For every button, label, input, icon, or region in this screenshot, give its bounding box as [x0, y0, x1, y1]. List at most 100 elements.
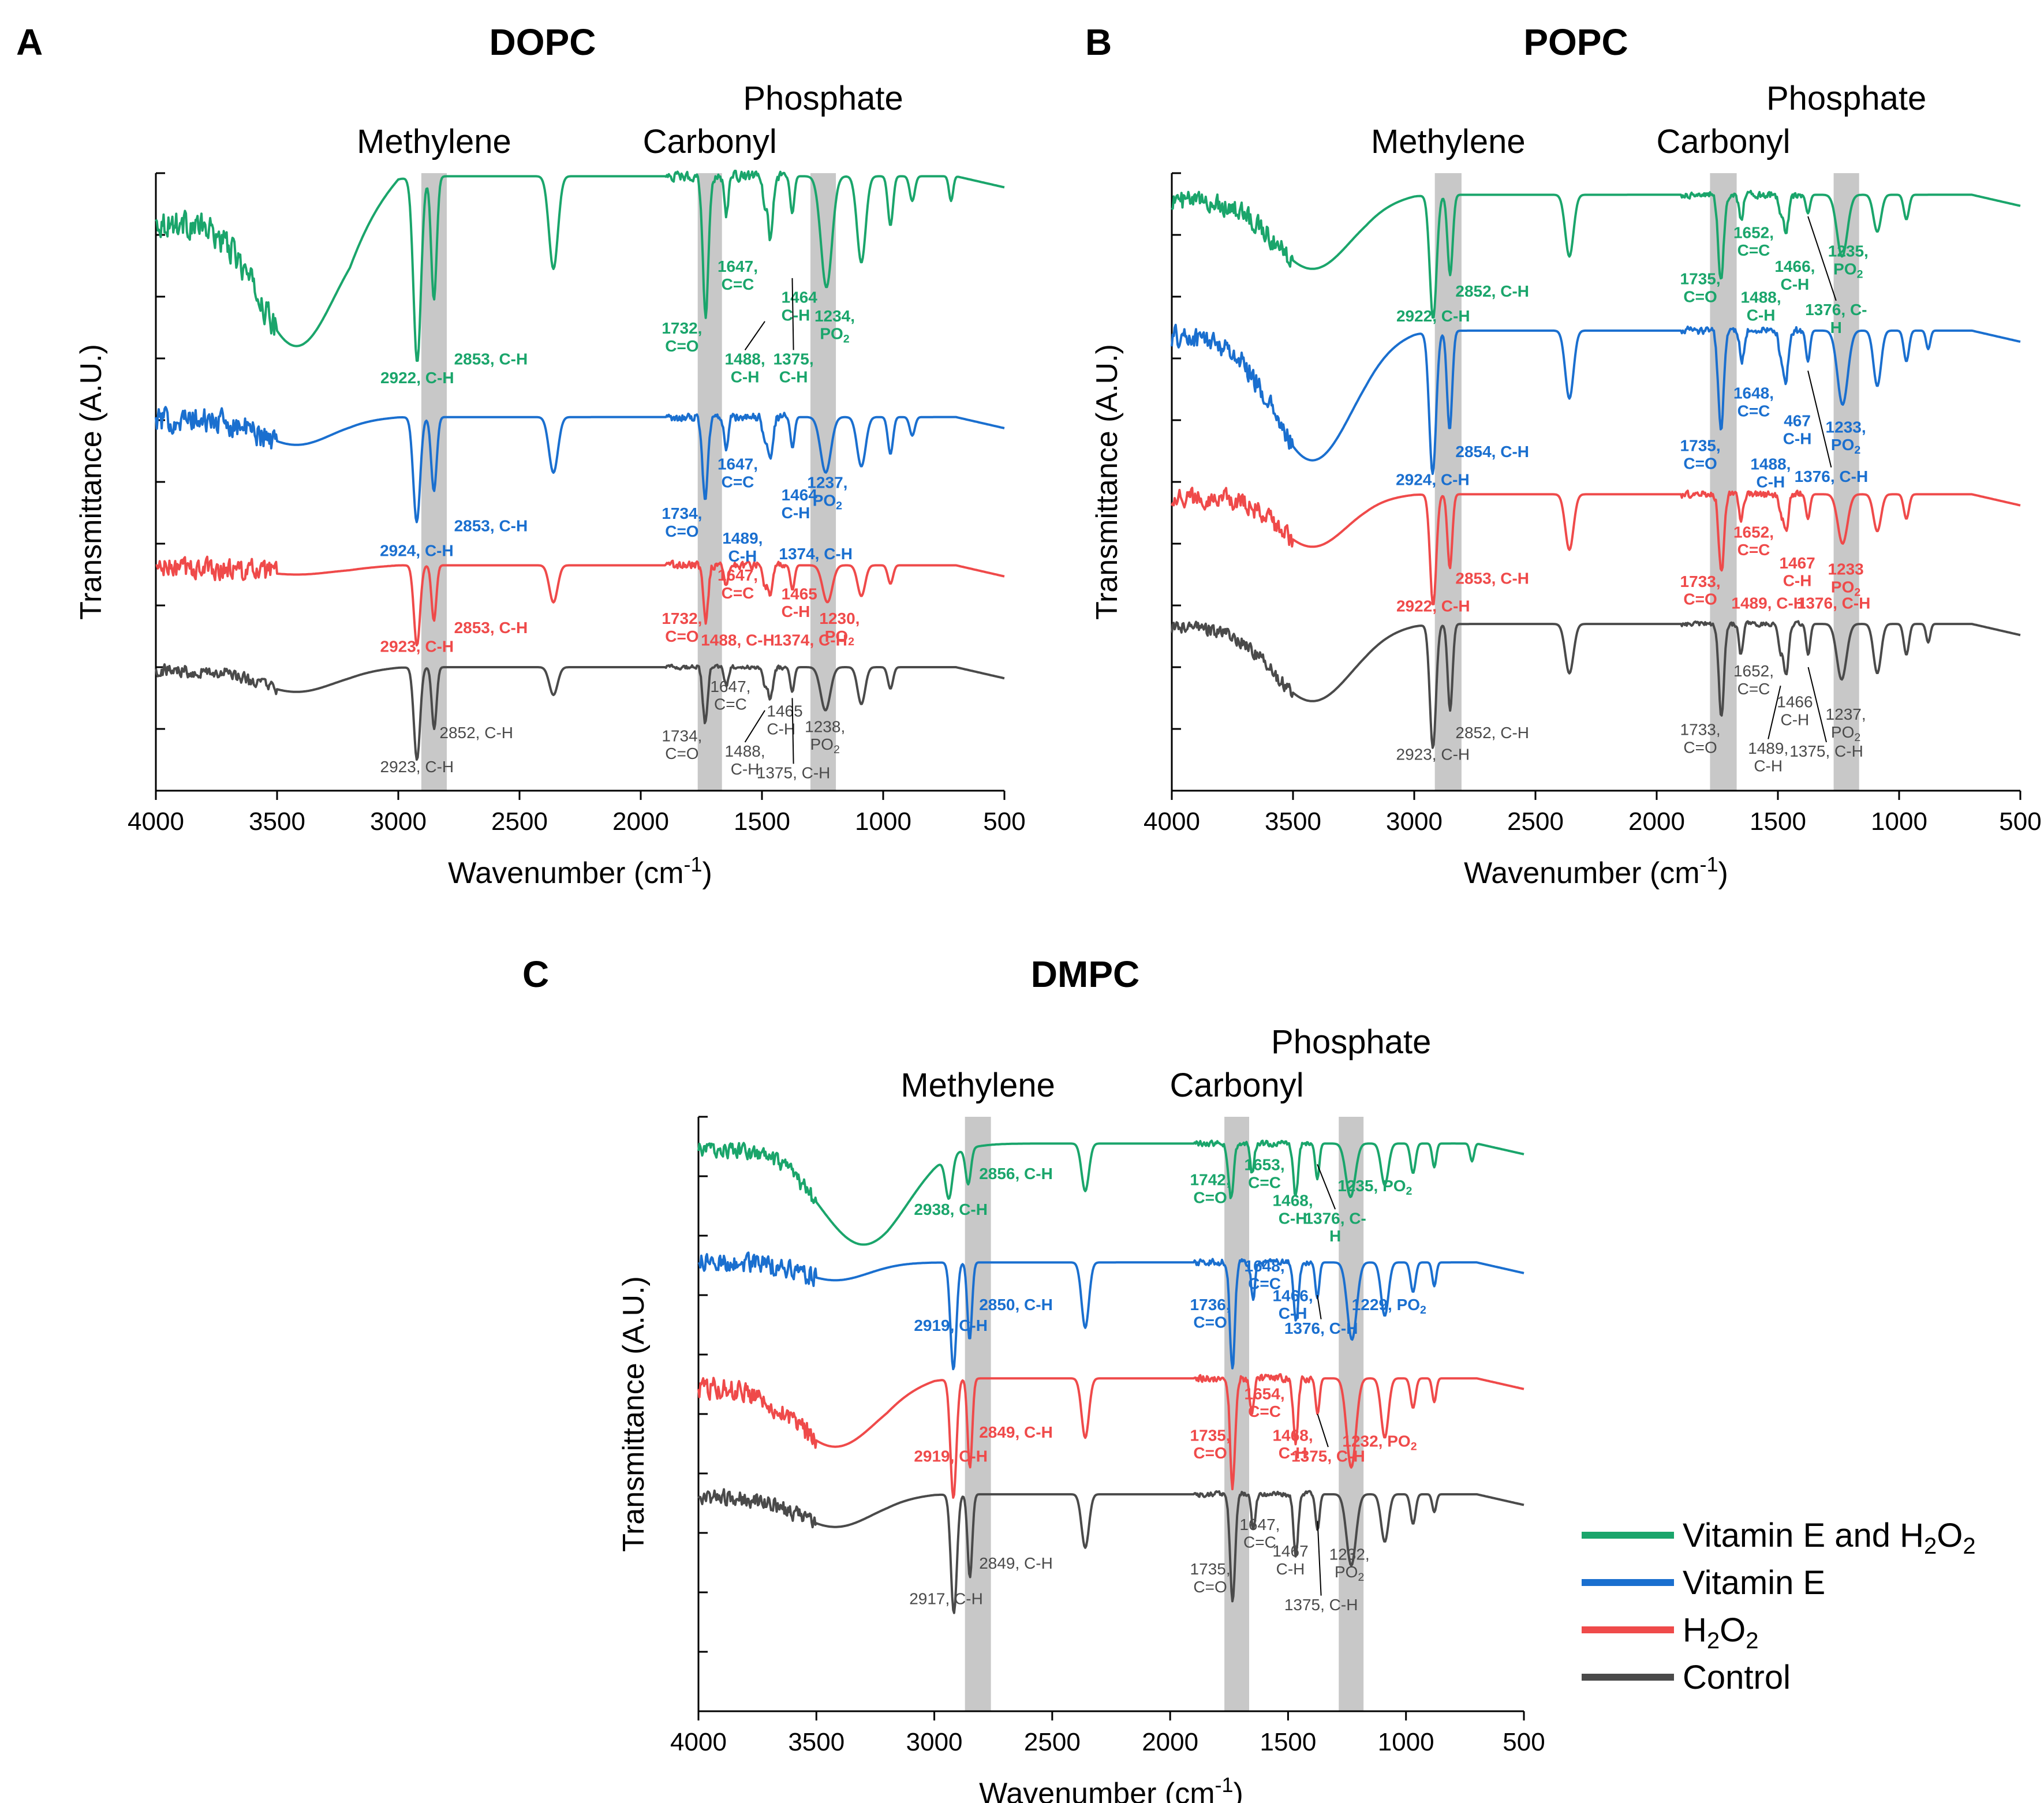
- peak-annotation: 1232, PO2: [1342, 1432, 1417, 1453]
- peak-annotation: 2853, C-H: [454, 517, 528, 535]
- peak-annotation: 2850, C-H: [979, 1296, 1053, 1314]
- peak-annotation: 1735, C=O: [1190, 1426, 1231, 1462]
- annotation-leader: [791, 698, 794, 764]
- peak-annotation: 2924, C-H: [380, 541, 454, 559]
- y-axis-label: Transmittance (A.U.): [617, 1276, 651, 1552]
- spectrum-VitE: [1171, 323, 2021, 475]
- x-tick-label: 500: [1999, 807, 2041, 836]
- x-tick-label: 3000: [370, 807, 427, 836]
- peak-annotation: 2923, C-H: [380, 758, 454, 776]
- legend-label: Vitamin E: [1683, 1564, 1825, 1602]
- x-tick-label: 3500: [788, 1728, 844, 1756]
- legend-entry: Vitamin E: [1582, 1564, 1825, 1602]
- peak-annotation: 2922, C-H: [1396, 307, 1470, 325]
- peak-annotation: 1233, PO2: [1826, 418, 1866, 457]
- peak-annotation: 2919, C-H: [914, 1316, 988, 1334]
- peak-annotation: 1235, PO2: [1828, 242, 1869, 280]
- peak-annotation: 1464 C-H: [782, 486, 818, 522]
- peak-annotation: 467 C-H: [1783, 412, 1812, 448]
- peak-annotation: 1732, C=O: [662, 319, 702, 355]
- peak-annotation: 1742, C=O: [1190, 1170, 1231, 1206]
- annotation-leader: [1768, 685, 1781, 739]
- legend-entry: Control: [1582, 1659, 1791, 1696]
- band-phosphate: [1339, 1117, 1364, 1711]
- peak-annotation: 1647, C=C: [710, 678, 750, 713]
- legend-entry: H2O2: [1582, 1611, 1759, 1654]
- peak-annotation: 2924, C-H: [1396, 470, 1470, 488]
- legend-label: Control: [1683, 1659, 1791, 1696]
- peak-annotation: 1653, C=C: [1245, 1156, 1285, 1192]
- spectrum-VitE_H2O2: [697, 1139, 1524, 1246]
- x-axis-label: Wavenumber (cm-1): [1464, 852, 1728, 890]
- peak-annotation: 1374, C-H: [779, 545, 853, 563]
- peak-annotation: 1467 C-H: [1272, 1542, 1308, 1578]
- peak-annotation: 1733, C=O: [1680, 721, 1721, 757]
- annotation-leader: [1807, 371, 1832, 468]
- peak-annotation: 1734, C=O: [662, 504, 702, 540]
- peak-annotation: 1375, C-H: [1789, 742, 1863, 760]
- annotation-leader: [1317, 1521, 1322, 1596]
- peak-annotation: 1229, PO2: [1352, 1296, 1426, 1316]
- panel-letter: B: [1085, 21, 1112, 63]
- spectrum-H2O2: [1171, 487, 2021, 605]
- peak-annotation: 2849, C-H: [979, 1554, 1053, 1572]
- peak-annotation: 1465 C-H: [767, 702, 802, 738]
- x-tick-label: 1500: [1750, 807, 1806, 836]
- x-tick-label: 2500: [491, 807, 548, 836]
- peak-annotation: 1466 C-H: [1777, 693, 1813, 729]
- annotation-leader: [791, 278, 794, 350]
- peak-annotation: 1238, PO2: [805, 717, 845, 756]
- peak-annotation: 2856, C-H: [979, 1165, 1053, 1183]
- peak-annotation: 1375, C-H: [1291, 1447, 1365, 1465]
- peak-annotation: 1466, C-H: [1774, 257, 1815, 293]
- peak-annotation: 1374, C-H: [773, 631, 847, 649]
- peak-annotation: 1375, C-H: [757, 764, 831, 782]
- x-tick-label: 4000: [670, 1728, 727, 1756]
- annotation-leader: [1807, 667, 1827, 743]
- peak-annotation: 1735, C=O: [1190, 1560, 1231, 1596]
- peak-annotation: 1647, C=C: [718, 455, 758, 491]
- x-tick-label: 2000: [1628, 807, 1685, 836]
- peak-annotation: 1654, C=C: [1245, 1385, 1285, 1420]
- peak-annotation: 2852, C-H: [1455, 724, 1529, 742]
- x-tick-label: 1000: [1378, 1728, 1434, 1756]
- x-tick-label: 2000: [612, 807, 669, 836]
- peak-annotation: 2922, C-H: [1396, 597, 1470, 615]
- annotation-leader: [1317, 1413, 1329, 1447]
- annotation-leader: [1317, 1295, 1322, 1319]
- panels: A DOPC Methylene Carbonyl Phosphate 4000 3500 3…: [16, 21, 2042, 1803]
- panel-title: DOPC: [489, 21, 596, 63]
- band-methylene: [421, 173, 447, 791]
- x-tick-label: 1500: [1260, 1728, 1316, 1756]
- peak-annotation: 1376, C-H: [1304, 1209, 1366, 1245]
- peak-annotation: 1735, C=O: [1680, 437, 1721, 473]
- peak-annotation: 1732, C=O: [662, 609, 702, 645]
- chart-panel-C: C DMPC Methylene Carbonyl Phosphate 4000 3500 3…: [522, 953, 1545, 1803]
- band-label: Carbonyl: [1656, 123, 1790, 160]
- peak-annotation: 1467 C-H: [1779, 554, 1815, 590]
- peak-annotation: 1652, C=C: [1733, 223, 1774, 259]
- spectrum-Control: [155, 663, 1005, 761]
- peak-annotation: 2852, C-H: [439, 724, 513, 742]
- peak-annotation: 1230, PO2: [819, 609, 860, 648]
- peak-annotation: 1647, C=C: [718, 257, 758, 293]
- peak-annotation: 1734, C=O: [662, 727, 702, 762]
- peak-annotation: 1488, C-H: [701, 631, 775, 649]
- band-label: Phosphate: [1766, 80, 1926, 117]
- peak-annotation: 1237, PO2: [807, 474, 847, 513]
- peak-annotation: 1488, C-H: [725, 742, 765, 778]
- spectrum-Control: [697, 1488, 1524, 1614]
- peak-annotation: 1647, C=C: [1239, 1516, 1280, 1551]
- peak-annotation: 2853, C-H: [454, 350, 528, 368]
- spectrum-VitE: [697, 1251, 1524, 1371]
- band-methylene: [965, 1117, 991, 1711]
- y-axis-label: Transmittance (A.U.): [74, 344, 108, 620]
- peak-annotation: 1376, C-H: [1797, 594, 1871, 612]
- y-axis-label: Transmittance (A.U.): [1090, 344, 1124, 620]
- spectrum-VitE: [155, 406, 1005, 523]
- peak-annotation: 2853, C-H: [1455, 570, 1529, 588]
- annotation-leader: [744, 710, 765, 743]
- peak-annotation: 1375, C-H: [1284, 1596, 1358, 1614]
- peak-annotation: 1489, C-H: [722, 529, 763, 565]
